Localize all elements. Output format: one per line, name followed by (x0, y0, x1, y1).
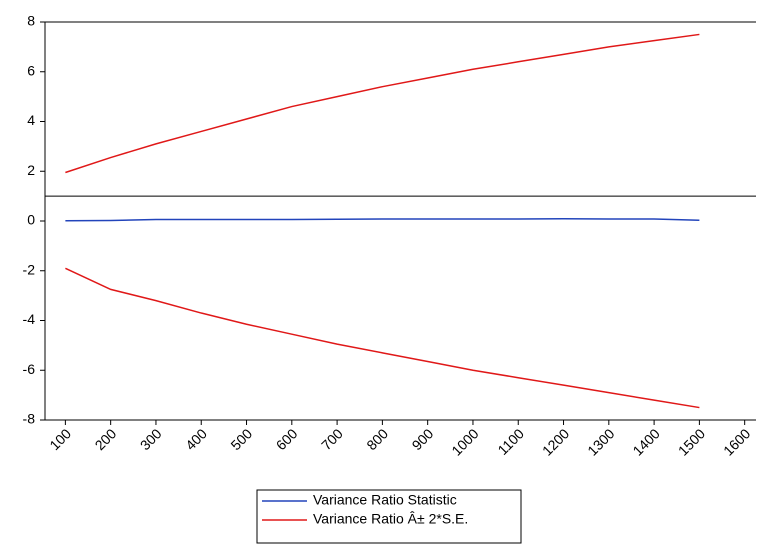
y-tick-label: 4 (27, 112, 35, 128)
y-tick-label: -4 (23, 311, 36, 327)
x-tick-label: 1200 (539, 425, 572, 458)
x-tick-label: 900 (409, 425, 437, 453)
x-tick-label: 400 (182, 425, 210, 453)
x-tick-label: 1400 (630, 425, 663, 458)
x-tick-label: 500 (227, 425, 255, 453)
legend-label: Variance Ratio Â± 2*S.E. (313, 511, 468, 527)
x-tick-label: 1500 (675, 425, 708, 458)
x-tick-label: 700 (318, 425, 346, 453)
series-line (65, 218, 700, 222)
y-tick-label: 6 (27, 62, 35, 78)
y-tick-label: -8 (23, 411, 36, 427)
x-tick-label: 1600 (720, 425, 753, 458)
x-tick-label: 300 (137, 425, 165, 453)
x-tick-label: 600 (273, 425, 301, 453)
y-tick-label: 8 (27, 13, 35, 29)
y-tick-label: 2 (27, 162, 35, 178)
legend-box (256, 489, 522, 544)
y-tick-label: -2 (23, 261, 36, 277)
x-tick-label: 100 (46, 425, 74, 453)
y-tick-label: 0 (27, 212, 35, 228)
x-tick-label: 200 (92, 425, 120, 453)
series-line (65, 267, 700, 409)
legend-label: Variance Ratio Statistic (313, 492, 457, 508)
x-tick-label: 800 (363, 425, 391, 453)
x-tick-label: 1100 (494, 425, 527, 458)
x-tick-label: 1300 (584, 425, 617, 458)
x-tick-label: 1000 (448, 425, 481, 458)
y-tick-label: -6 (23, 361, 36, 377)
series-line (65, 33, 700, 174)
